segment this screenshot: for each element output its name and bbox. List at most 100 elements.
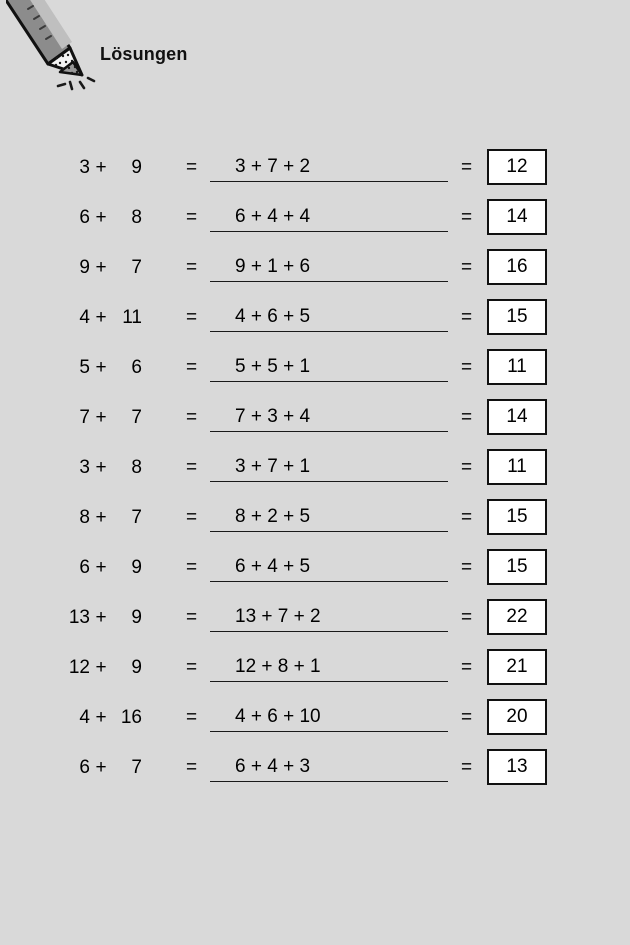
answer-box[interactable]: 16 [487,249,547,285]
operand-b: 11 [122,307,142,328]
decomposition-expression: 13 + 7 + 2 [235,606,321,627]
answer-value: 13 [506,756,528,777]
answer-value: 11 [507,356,527,377]
problem-operands: 8 +7 [60,504,180,532]
answer-box[interactable]: 14 [487,399,547,435]
equals-sign-right: = [461,707,473,728]
equals-sign-left: = [186,407,198,428]
exercise-row: 5 +6 = 5 + 5 + 1 = 11 [0,343,630,393]
equals-sign-right: = [461,457,473,478]
equals-sign-right: = [461,157,473,178]
answer-box[interactable]: 11 [487,449,547,485]
problem-operands: 6 +8 [60,204,180,232]
pencil-highlight [30,0,72,49]
exercise-row: 4 +11 = 4 + 6 + 5 = 15 [0,293,630,343]
answer-box[interactable]: 15 [487,299,547,335]
plus-sign: + [95,157,107,178]
answer-value: 22 [506,606,528,627]
equals-sign-right: = [461,307,473,328]
plus-sign: + [95,457,107,478]
answer-value: 14 [506,206,528,227]
plus-sign: + [95,557,107,578]
decomposition-blank[interactable]: 3 + 7 + 2 [210,145,448,182]
operand-b: 7 [131,257,142,278]
operand-b: 7 [131,507,142,528]
problem-operands: 4 +16 [60,704,180,732]
problem-operands: 3 +9 [60,154,180,182]
exercise-row: 3 +9 = 3 + 7 + 2 = 12 [0,143,630,193]
equals-sign-right: = [461,507,473,528]
operand-a: 12 [68,657,90,678]
answer-value: 15 [506,506,528,527]
exercise-row: 7 +7 = 7 + 3 + 4 = 14 [0,393,630,443]
decomposition-expression: 6 + 4 + 3 [235,756,311,777]
problem-operands: 5 +6 [60,354,180,382]
pencil-ridge-marks [27,5,52,40]
answer-box[interactable]: 22 [487,599,547,635]
answer-box[interactable]: 12 [487,149,547,185]
equals-sign-right: = [461,207,473,228]
decomposition-blank[interactable]: 6 + 4 + 4 [210,195,448,232]
exercise-row: 12 +9 = 12 + 8 + 1 = 21 [0,643,630,693]
pencil-icon [6,0,96,91]
answer-box[interactable]: 21 [487,649,547,685]
exercise-row: 3 +8 = 3 + 7 + 1 = 11 [0,443,630,493]
equals-sign-left: = [186,307,198,328]
operand-a: 6 [79,207,90,228]
decomposition-blank[interactable]: 4 + 6 + 10 [210,695,448,732]
equals-sign-left: = [186,757,198,778]
answer-box[interactable]: 15 [487,549,547,585]
problem-operands: 3 +8 [60,454,180,482]
exercise-row: 13 +9 = 13 + 7 + 2 = 22 [0,593,630,643]
answer-box[interactable]: 13 [487,749,547,785]
decomposition-expression: 3 + 7 + 2 [235,156,311,177]
decomposition-blank[interactable]: 4 + 6 + 5 [210,295,448,332]
operand-b: 9 [131,157,142,178]
decomposition-blank[interactable]: 5 + 5 + 1 [210,345,448,382]
decomposition-blank[interactable]: 6 + 4 + 5 [210,545,448,582]
operand-a: 9 [79,257,90,278]
problem-operands: 6 +9 [60,554,180,582]
answer-box[interactable]: 20 [487,699,547,735]
answer-box[interactable]: 14 [487,199,547,235]
problem-operands: 12 +9 [60,654,180,682]
operand-b: 7 [131,757,142,778]
plus-sign: + [95,507,107,528]
decomposition-expression: 8 + 2 + 5 [235,506,311,527]
plus-sign: + [95,607,107,628]
operand-b: 8 [131,207,142,228]
problem-operands: 4 +11 [60,304,180,332]
plus-sign: + [95,207,107,228]
decomposition-expression: 12 + 8 + 1 [235,656,321,677]
exercise-row: 6 +8 = 6 + 4 + 4 = 14 [0,193,630,243]
equals-sign-left: = [186,207,198,228]
exercise-row: 6 +7 = 6 + 4 + 3 = 13 [0,743,630,793]
operand-a: 3 [79,157,90,178]
equals-sign-right: = [461,557,473,578]
answer-box[interactable]: 11 [487,349,547,385]
exercise-list: 3 +9 = 3 + 7 + 2 = 12 6 +8 = 6 + 4 + 4 = 14 9 +7 = 9 + … [0,143,630,793]
pencil-wood-stipple [54,53,79,75]
equals-sign-left: = [186,257,198,278]
answer-value: 21 [506,656,528,677]
decomposition-blank[interactable]: 3 + 7 + 1 [210,445,448,482]
answer-box[interactable]: 15 [487,499,547,535]
equals-sign-left: = [186,557,198,578]
decomposition-blank[interactable]: 6 + 4 + 3 [210,745,448,782]
exercise-row: 9 +7 = 9 + 1 + 6 = 16 [0,243,630,293]
page-header: Lösungen [0,0,630,110]
decomposition-expression: 6 + 4 + 5 [235,556,311,577]
decomposition-blank[interactable]: 9 + 1 + 6 [210,245,448,282]
equals-sign-left: = [186,457,198,478]
operand-a: 8 [79,507,90,528]
answer-value: 15 [506,306,528,327]
equals-sign-left: = [186,657,198,678]
decomposition-blank[interactable]: 13 + 7 + 2 [210,595,448,632]
decomposition-expression: 3 + 7 + 1 [235,456,311,477]
decomposition-blank[interactable]: 12 + 8 + 1 [210,645,448,682]
operand-b: 8 [131,457,142,478]
decomposition-blank[interactable]: 8 + 2 + 5 [210,495,448,532]
equals-sign-right: = [461,407,473,428]
decomposition-blank[interactable]: 7 + 3 + 4 [210,395,448,432]
equals-sign-left: = [186,357,198,378]
